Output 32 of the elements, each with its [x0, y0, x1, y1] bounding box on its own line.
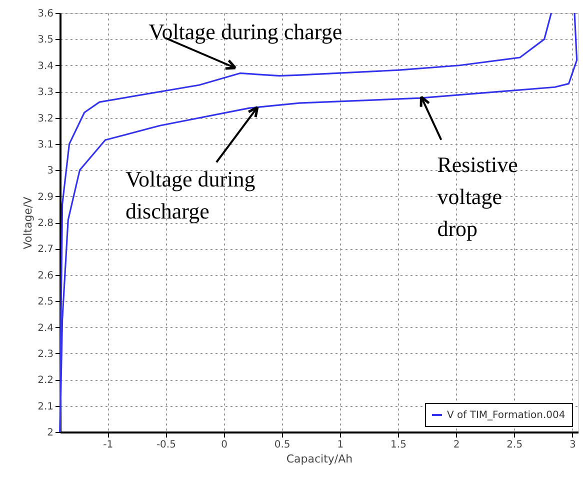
y-tick-label: 3.4 — [38, 60, 54, 72]
y-tick-label: 2 — [47, 428, 54, 438]
x-tick-label: 2 — [453, 440, 460, 450]
x-axis-title: Capacity/Ah — [286, 452, 353, 466]
y-tick-label: 2.6 — [38, 270, 54, 282]
annotation: Voltage during discharge — [125, 166, 256, 224]
x-tick-label: 1 — [337, 440, 344, 450]
x-tick-label: 0 — [221, 440, 228, 450]
y-tick-label: 2.1 — [38, 401, 54, 412]
y-tick-label: 2.4 — [38, 322, 54, 334]
annotation: Resistive voltage drop — [437, 152, 518, 241]
y-tick-label: 2.5 — [38, 296, 54, 308]
x-tick-label: 2.5 — [506, 440, 523, 450]
y-tick-label: 3.3 — [38, 87, 54, 98]
y-tick-label: 3 — [47, 166, 54, 177]
y-tick-label: 3.2 — [38, 113, 54, 124]
x-tick-label: 1.5 — [390, 440, 406, 450]
y-tick-label: 2.3 — [38, 348, 54, 360]
annotation: Voltage during charge — [148, 18, 342, 44]
y-tick-label: 3.5 — [38, 34, 54, 46]
x-tick-label: -1 — [103, 440, 114, 450]
legend-label: V of TIM_Formation.004 — [447, 410, 566, 421]
y-tick-label: 3.1 — [38, 139, 54, 150]
y-tick-label: 2.7 — [38, 244, 54, 256]
y-tick-label: 2.8 — [38, 218, 54, 229]
x-tick-label: 0.5 — [274, 440, 290, 450]
x-tick-label: -0.5 — [156, 440, 176, 450]
y-axis-title: Voltage/V — [22, 196, 35, 250]
y-tick-label: 3.6 — [38, 8, 54, 20]
y-tick-label: 2.9 — [38, 192, 54, 203]
x-tick-label: 3 — [570, 440, 576, 450]
y-tick-label: 2.2 — [38, 375, 54, 386]
